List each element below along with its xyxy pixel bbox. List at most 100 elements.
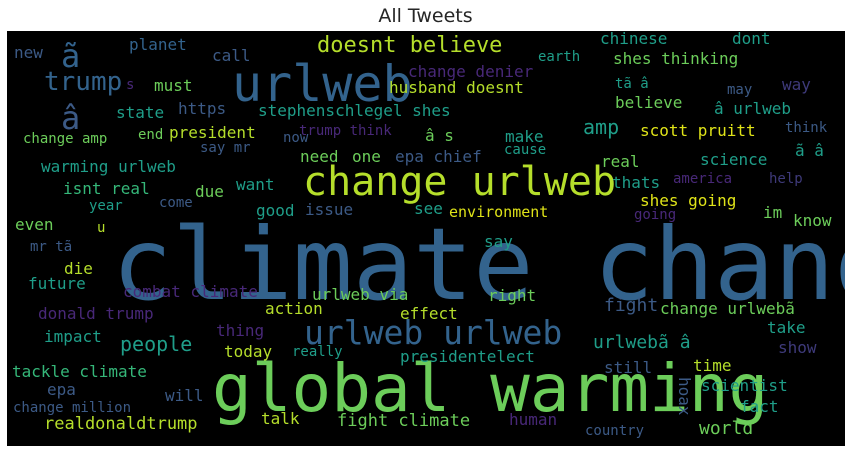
cloud-word: fight xyxy=(604,295,659,316)
cloud-word: president xyxy=(169,123,256,142)
cloud-word: may xyxy=(727,82,753,98)
cloud-word: good xyxy=(256,201,295,220)
cloud-word: come xyxy=(159,195,193,211)
cloud-word: know xyxy=(793,211,832,230)
cloud-word: really xyxy=(292,344,343,360)
cloud-word: urlweb urlweb xyxy=(304,313,563,352)
cloud-word: science xyxy=(700,150,768,169)
cloud-word: mr tã xyxy=(30,239,73,255)
cloud-word: today xyxy=(224,342,273,361)
cloud-word: thing xyxy=(216,321,265,340)
cloud-word: impact xyxy=(44,327,102,346)
cloud-word: thats xyxy=(612,173,661,192)
cloud-word: environment xyxy=(449,203,549,221)
cloud-word: scientist xyxy=(701,376,788,395)
cloud-word: talk xyxy=(261,409,300,428)
cloud-word: future xyxy=(28,274,86,293)
cloud-word: issue xyxy=(305,200,354,219)
cloud-word: effect xyxy=(400,304,458,323)
cloud-word: global warming xyxy=(212,350,769,427)
cloud-word: show xyxy=(778,338,817,357)
cloud-word: change denier xyxy=(408,62,534,81)
cloud-word: s xyxy=(126,77,135,93)
cloud-word: fight climate xyxy=(337,411,471,431)
cloud-word: cause xyxy=(504,142,547,158)
cloud-word: america xyxy=(673,171,733,187)
cloud-word: urlweb xyxy=(232,55,413,113)
cloud-word: stephenschlegel shes xyxy=(258,101,451,120)
cloud-word: epa chief xyxy=(395,147,482,166)
cloud-word: need xyxy=(300,147,339,166)
cloud-word: climate change xyxy=(112,206,845,323)
cloud-word: time xyxy=(693,356,732,375)
cloud-word: help xyxy=(769,171,803,187)
cloud-word: human xyxy=(509,410,558,429)
cloud-word: â xyxy=(61,99,81,137)
word-cloud: climate change global warming urlweb cha… xyxy=(7,31,845,446)
cloud-word: donald trump xyxy=(38,304,154,323)
cloud-word: die xyxy=(64,259,93,278)
cloud-word: think xyxy=(785,120,828,136)
cloud-word: trump think xyxy=(299,123,392,139)
cloud-word: urlwebã â xyxy=(593,332,691,353)
cloud-word: ã â xyxy=(795,141,824,160)
cloud-word: presidentelect xyxy=(400,347,535,366)
cloud-word: end xyxy=(138,127,164,143)
cloud-word: now xyxy=(283,130,309,146)
cloud-word: shes going xyxy=(640,191,737,210)
cloud-word: say mr xyxy=(200,140,251,156)
cloud-word: say xyxy=(484,232,513,251)
cloud-word: change urlweb xyxy=(303,159,617,205)
cloud-word: make xyxy=(505,127,544,146)
cloud-word: take xyxy=(767,318,806,337)
cloud-word: chinese xyxy=(600,31,668,48)
cloud-word: urlweb via xyxy=(312,285,409,304)
cloud-word: shes thinking xyxy=(613,49,739,68)
cloud-word: u xyxy=(97,220,106,236)
cloud-word: new xyxy=(14,43,43,62)
cloud-word: tackle climate xyxy=(12,362,147,381)
cloud-word: isnt real xyxy=(63,179,150,198)
cloud-word: must xyxy=(154,76,193,95)
cloud-word: even xyxy=(15,215,54,234)
cloud-word: real xyxy=(601,152,640,171)
cloud-word: dont xyxy=(732,31,771,48)
cloud-word: amp xyxy=(583,115,620,139)
cloud-word: planet xyxy=(129,35,187,54)
cloud-word: state xyxy=(116,103,165,122)
cloud-word: people xyxy=(120,332,193,356)
cloud-word: will xyxy=(165,386,204,405)
cloud-word: year xyxy=(89,198,123,214)
cloud-word: still xyxy=(604,358,653,377)
cloud-word: ã xyxy=(61,37,81,75)
cloud-word: world xyxy=(699,418,754,439)
cloud-word: epa xyxy=(47,380,76,399)
cloud-word: believe xyxy=(615,93,683,112)
cloud-word: way xyxy=(782,75,811,94)
cloud-word: one xyxy=(352,147,381,166)
cloud-word: fact xyxy=(740,397,779,416)
chart-title: All Tweets xyxy=(378,5,473,27)
cloud-word: earth xyxy=(538,49,581,65)
cloud-word: im xyxy=(763,203,783,222)
cloud-word: action xyxy=(265,299,323,318)
cloud-word: change urlwebã xyxy=(660,299,795,318)
cloud-word: see xyxy=(414,199,443,218)
cloud-word: doesnt believe xyxy=(317,33,503,58)
cloud-word: realdonaldtrump xyxy=(44,414,198,434)
cloud-word: â urlweb xyxy=(714,99,792,118)
cloud-word: scott pruitt xyxy=(640,121,756,140)
cloud-word: want xyxy=(236,175,275,194)
cloud-word: combat climate xyxy=(123,282,258,301)
cloud-word: trump xyxy=(44,67,123,97)
cloud-word: call xyxy=(212,46,251,65)
cloud-word: â s xyxy=(425,126,454,145)
cloud-word: change amp xyxy=(23,131,108,147)
cloud-word: husband doesnt xyxy=(389,78,524,97)
cloud-word: tã â xyxy=(615,76,649,92)
cloud-word: change million xyxy=(13,400,132,416)
cloud-word: country xyxy=(585,423,645,439)
cloud-word: right xyxy=(488,286,537,305)
cloud-word: hoax xyxy=(675,377,694,416)
cloud-word: due xyxy=(195,182,224,201)
